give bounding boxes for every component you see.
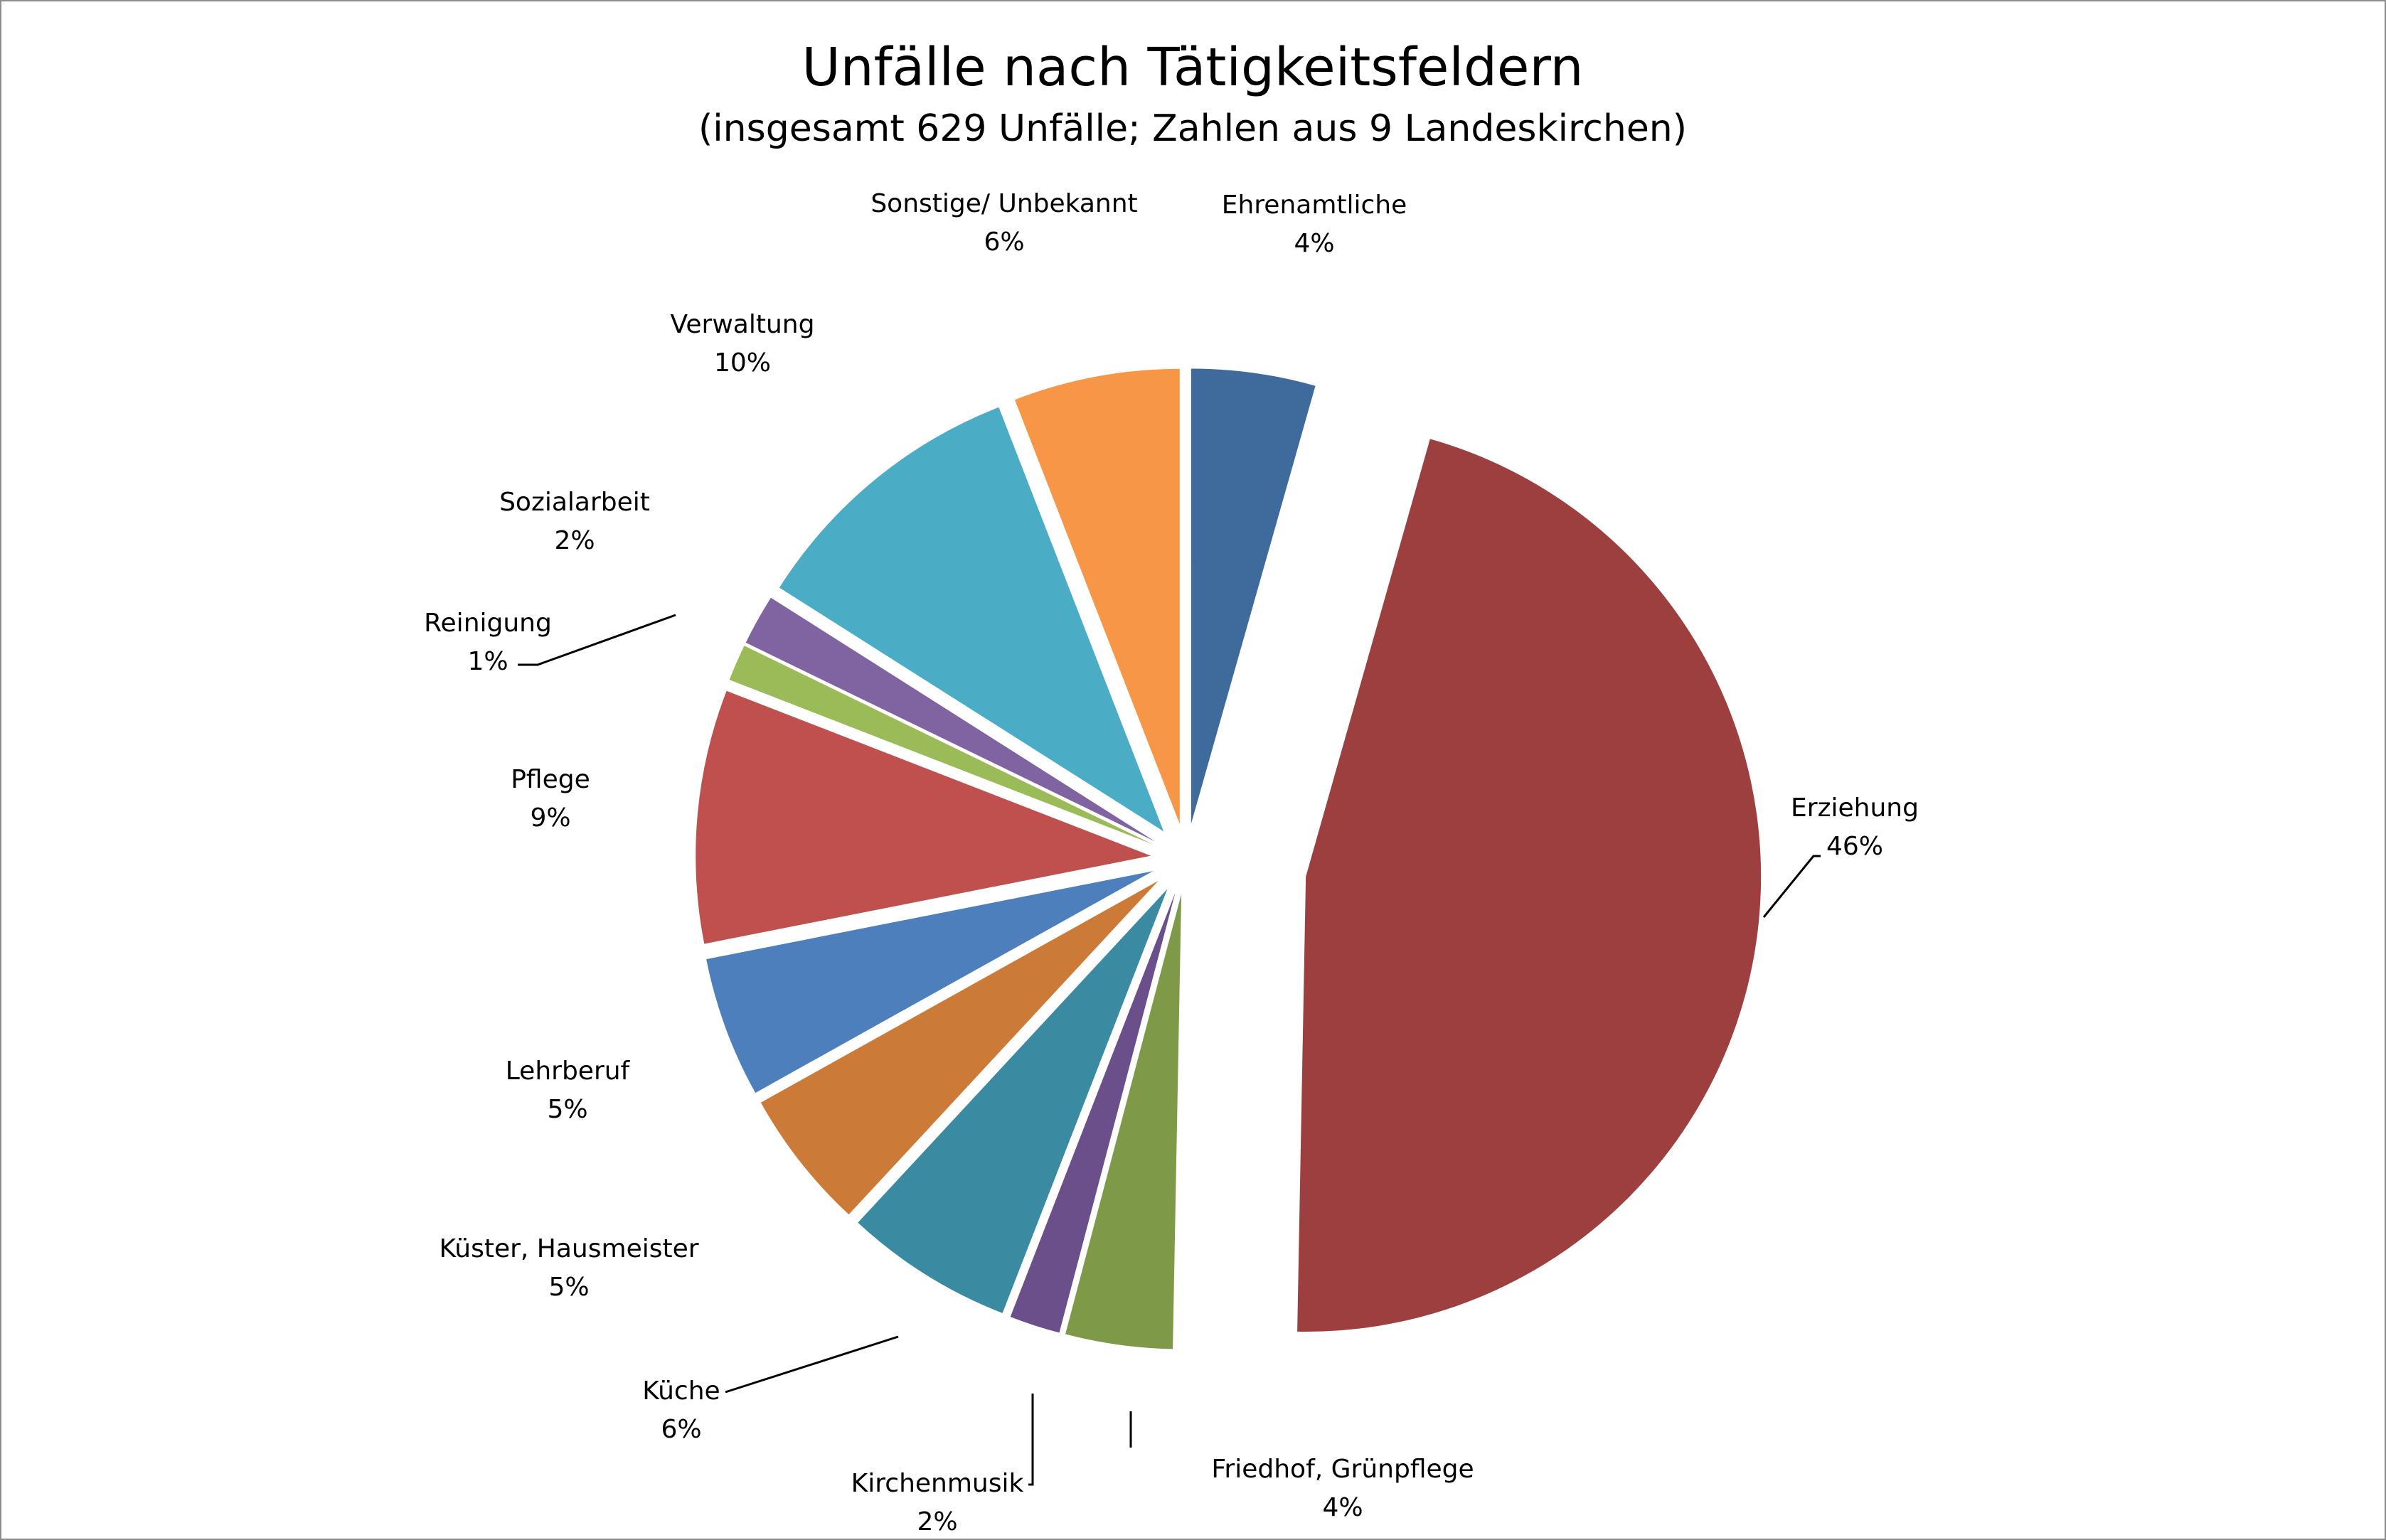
pie-slice-reinigung [729,646,1154,845]
pie-slice-küster-hausmeister [760,880,1159,1215]
slice-label: Erziehung 46% [1791,793,1919,861]
slice-label: Friedhof, Grünpflege 4% [1211,1455,1474,1522]
slice-label: Verwaltung 10% [671,310,815,378]
chart-title: Unfälle nach Tätigkeitsfeldern [802,37,1584,98]
slice-label: Ehrenamtliche 4% [1222,191,1407,258]
pie-slice-kirchenmusik [1010,892,1176,1333]
pie-slice-pflege [696,690,1151,944]
slice-label: Kirchenmusik 2% [851,1469,1024,1536]
pie-slice-küche [858,889,1168,1313]
pie-slice-lehrberuf [706,871,1154,1093]
slice-label: Pflege 9% [511,765,590,833]
pie-slice-erziehung [1297,439,1762,1332]
chart-subtitle: (insgesamt 629 Unfälle; Zahlen aus 9 Lan… [698,107,1687,150]
pie-slice-verwaltung [779,407,1164,832]
leader-line [1762,855,1821,918]
slice-label: Sonstige/ Unbekannt 6% [870,189,1137,257]
leader-line [725,1335,899,1394]
slice-label: Reinigung 1% [424,609,552,676]
slice-label: Lehrberuf 5% [506,1057,631,1124]
pie-slice-sonstige-unbekannt [1014,368,1180,824]
slice-label: Sozialarbeit 2% [499,488,650,555]
slice-label: Küster, Hausmeister 5% [439,1234,698,1302]
pie-slice-ehrenamtliche [1191,368,1316,824]
leader-line [1028,1394,1034,1486]
pie-slice-friedhof-grünpflege [1065,894,1182,1349]
leader-line [518,614,676,666]
pie-slice-sozialarbeit [745,597,1156,842]
slice-label: Küche 6% [642,1376,720,1444]
